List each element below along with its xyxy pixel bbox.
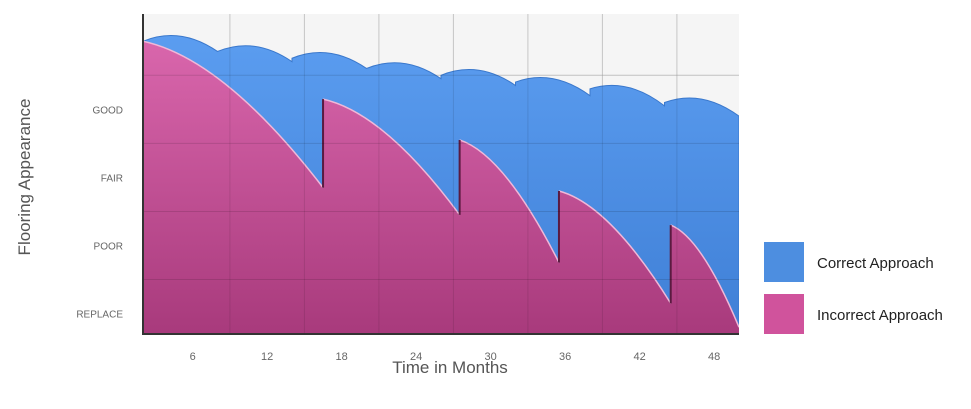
y-tick-label: FAIR — [101, 173, 123, 184]
legend-swatch-correct — [764, 242, 804, 282]
x-tick-label: 42 — [634, 351, 646, 363]
x-tick-label: 12 — [261, 351, 273, 363]
series-incorrect-highlight — [143, 40, 739, 328]
grid-overlay — [143, 14, 739, 334]
x-tick-label: 36 — [559, 351, 571, 363]
x-tick-labels: 6 12 18 24 30 36 42 48 — [190, 351, 721, 363]
y-tick-label: POOR — [94, 241, 123, 252]
y-tick-label: GOOD — [92, 105, 123, 116]
legend-label-correct: Correct Approach — [817, 255, 934, 272]
x-tick-label: 24 — [410, 351, 422, 363]
series-incorrect-approach — [143, 41, 739, 334]
x-axis-title: Time in Months — [392, 358, 508, 377]
y-tick-labels: GOOD FAIR POOR REPLACE — [76, 105, 123, 320]
legend-swatch-incorrect — [764, 294, 804, 334]
y-axis-title: Flooring Appearance — [15, 99, 34, 256]
x-tick-label: 18 — [336, 351, 348, 363]
y-tick-label: REPLACE — [76, 310, 123, 321]
x-tick-label: 6 — [190, 351, 196, 363]
legend-label-incorrect: Incorrect Approach — [817, 307, 943, 324]
series-layer — [143, 35, 739, 334]
x-tick-label: 30 — [485, 351, 497, 363]
legend: Correct Approach Incorrect Approach — [764, 242, 943, 334]
x-tick-label: 48 — [708, 351, 720, 363]
